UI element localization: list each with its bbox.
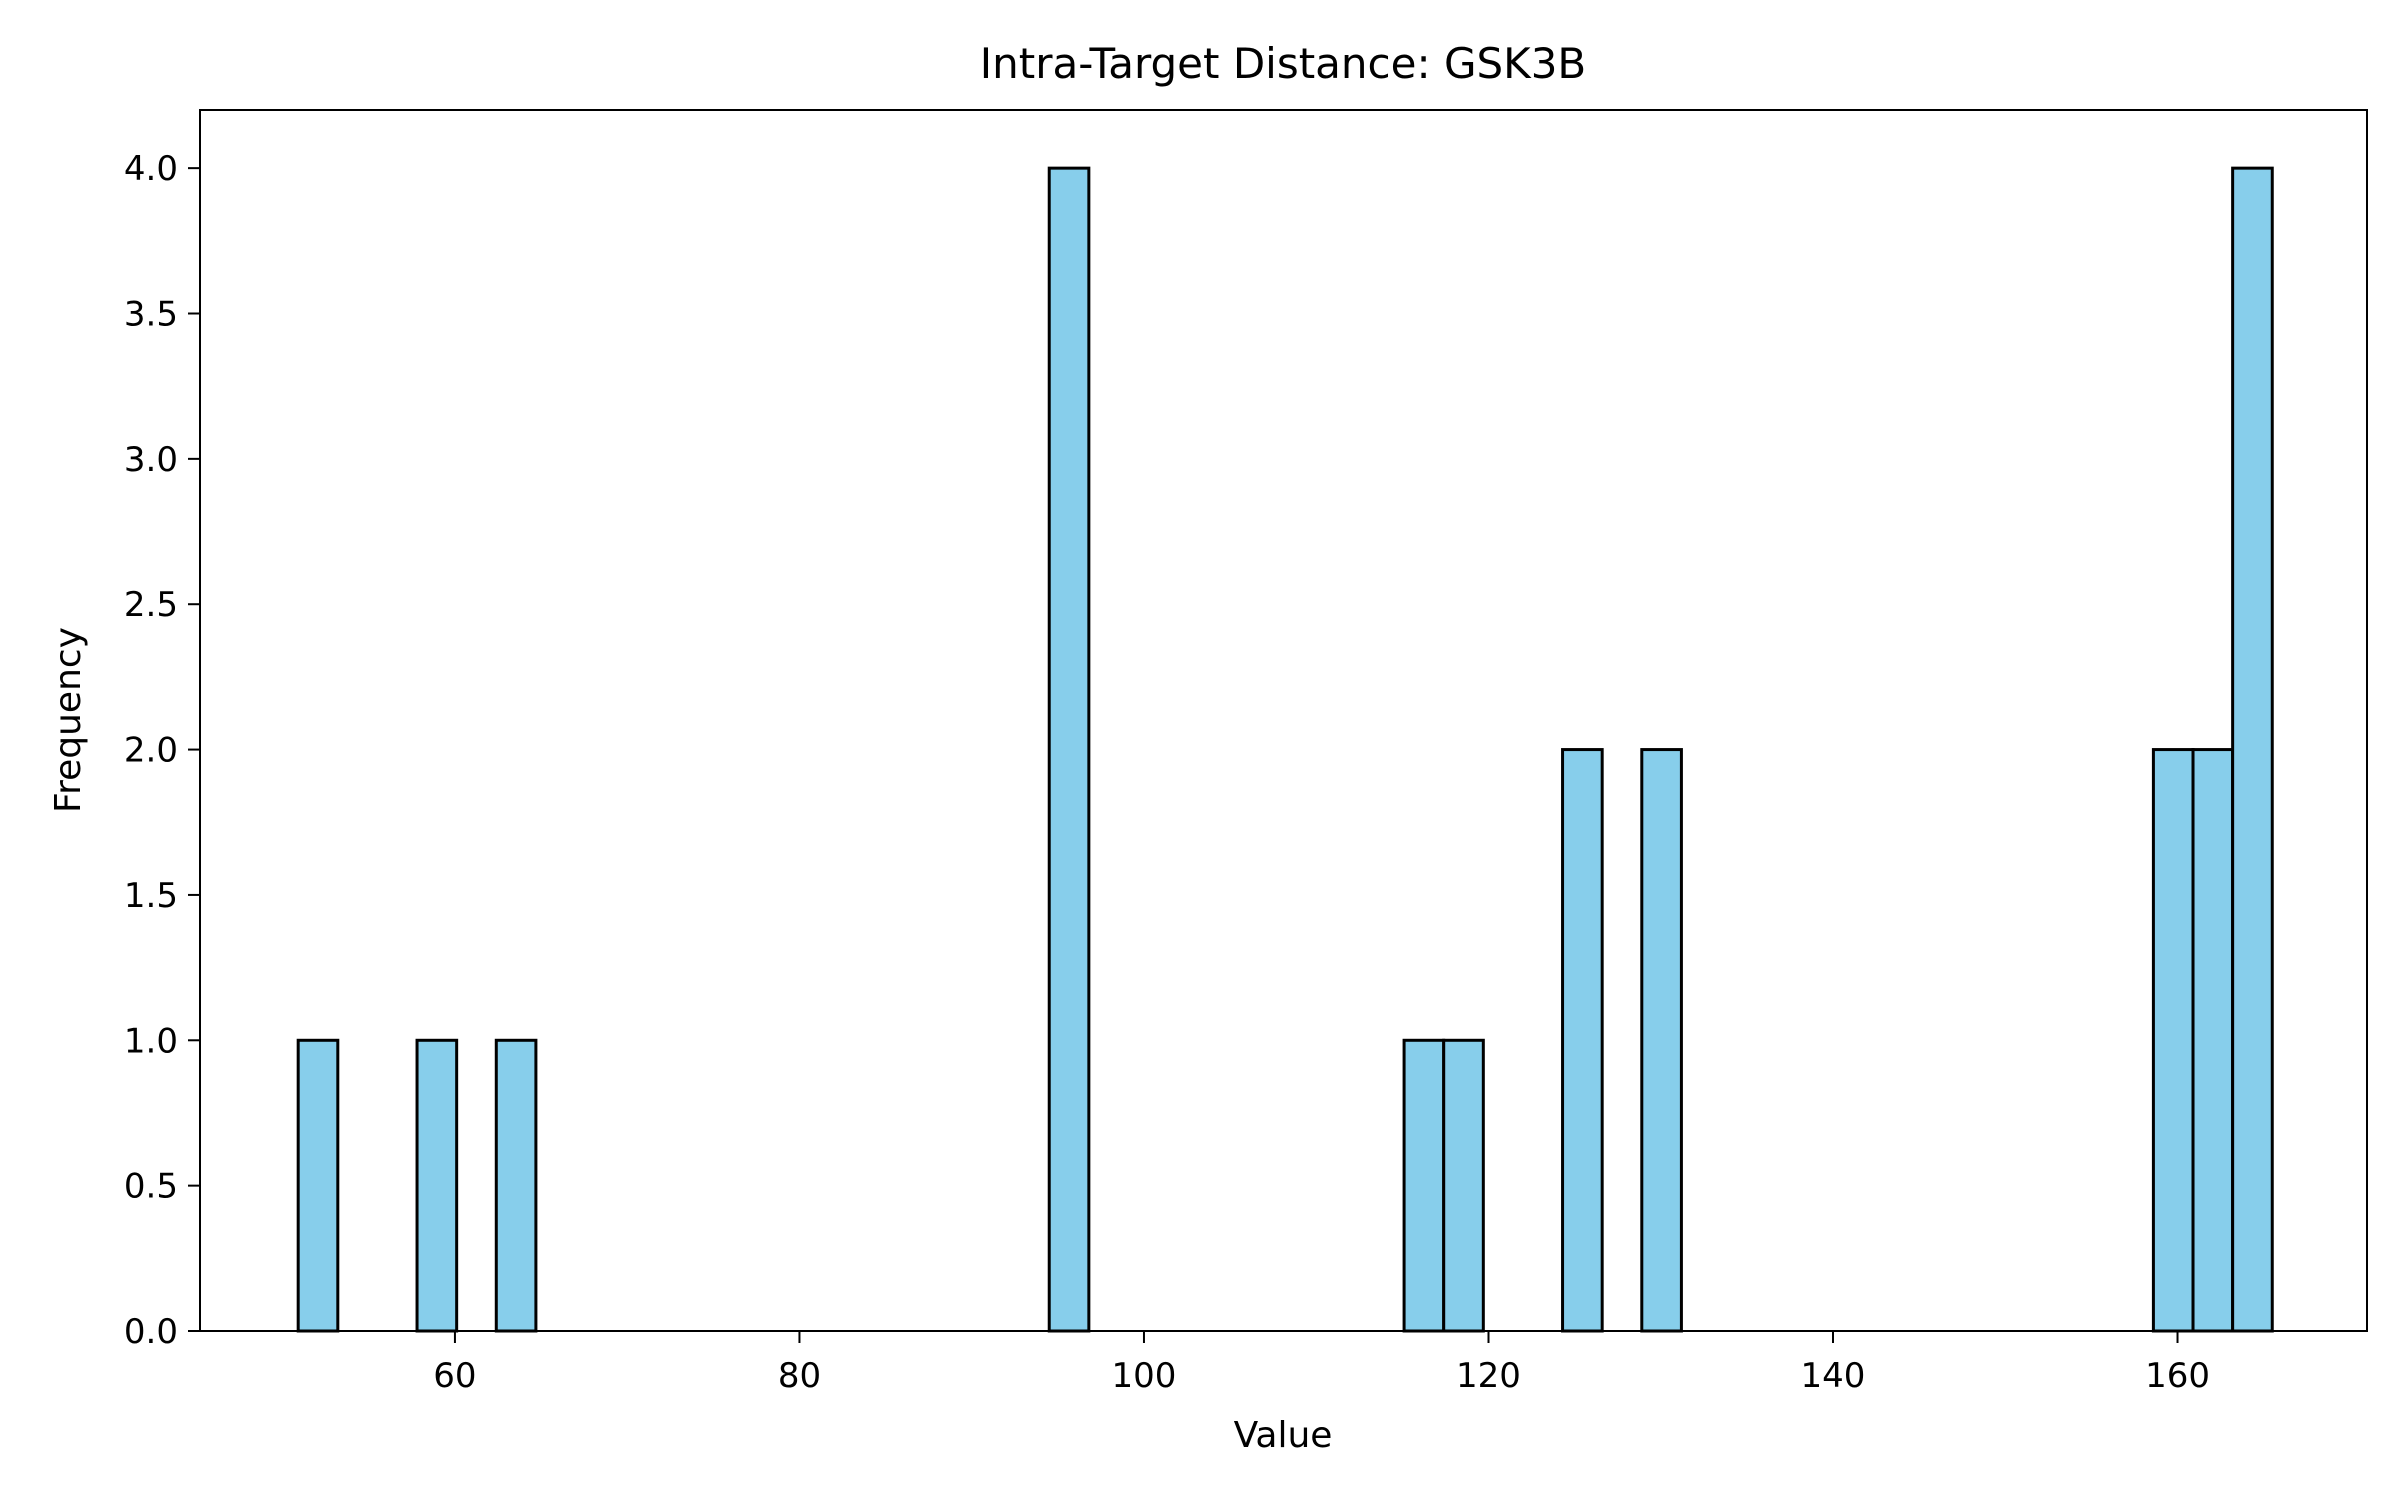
histogram-bar — [1442, 1038, 1485, 1333]
y-tick-label: 3.5 — [124, 295, 178, 335]
x-axis-label: Value — [1234, 1415, 1333, 1456]
y-axis-label: Frequency — [48, 627, 89, 813]
histogram-bar — [1640, 748, 1683, 1333]
y-tick-label: 0.0 — [124, 1312, 178, 1352]
y-axis-ticks: 0.0 0.5 1.0 1.5 2.0 2.5 3.0 3.5 4.0 — [124, 149, 200, 1352]
plot-area-frame — [199, 109, 2368, 1332]
x-tick-label: 160 — [2145, 1356, 2210, 1396]
y-tick-label: 3.0 — [124, 440, 178, 480]
y-tick-label: 4.0 — [124, 149, 178, 189]
x-tick-label: 80 — [778, 1356, 821, 1396]
histogram-bar — [1561, 748, 1604, 1333]
y-tick-label: 2.0 — [124, 731, 178, 771]
x-tick-label: 100 — [1112, 1356, 1177, 1396]
y-tick-label: 1.5 — [124, 876, 178, 916]
bars-group — [296, 166, 2274, 1333]
histogram-bar — [415, 1038, 459, 1333]
x-tick-label: 120 — [1456, 1356, 1521, 1396]
chart-title: Intra-Target Distance: GSK3B — [980, 39, 1587, 88]
histogram-bar — [494, 1038, 538, 1333]
histogram-bar — [2191, 748, 2235, 1333]
histogram-bar — [1047, 166, 1091, 1333]
y-tick-label: 1.0 — [124, 1021, 178, 1061]
histogram-bar — [2231, 166, 2274, 1333]
histogram-bar — [296, 1038, 340, 1333]
x-axis-ticks: 60 80 100 120 140 160 — [433, 1331, 2210, 1396]
x-tick-label: 140 — [1801, 1356, 1866, 1396]
x-tick-label: 60 — [433, 1356, 476, 1396]
histogram-bar — [2151, 748, 2195, 1333]
y-tick-label: 2.5 — [124, 585, 178, 625]
y-tick-label: 0.5 — [124, 1167, 178, 1207]
histogram-bar — [1402, 1038, 1446, 1333]
